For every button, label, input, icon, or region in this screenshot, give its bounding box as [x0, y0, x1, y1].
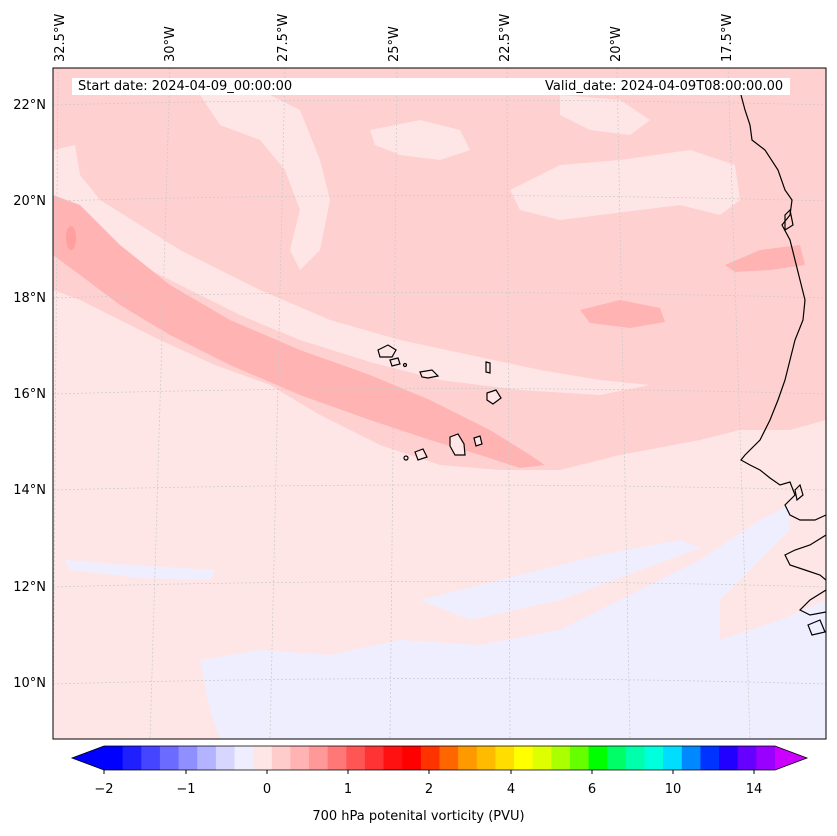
start-date: Start date: 2024-04-09_00:00:00	[72, 78, 328, 95]
colorbar-segment	[364, 746, 385, 770]
pv-contour-pale	[370, 120, 470, 160]
colorbar-label: 700 hPa potenital vorticity (PVU)	[312, 809, 525, 824]
colorbar-segment	[625, 746, 646, 770]
colorbar-segment	[346, 746, 366, 770]
colorbar-tick-label: 14	[745, 782, 763, 797]
pv-contour-strong	[66, 226, 76, 250]
colorbar-tick-label: 6	[587, 782, 597, 797]
lon-label: 30°W	[163, 26, 178, 62]
lat-label: 20°N	[13, 194, 46, 209]
pv-contour-pale	[510, 150, 740, 220]
colorbar-segment	[383, 746, 403, 770]
colorbar-segment	[476, 746, 496, 770]
colorbar-segment	[215, 746, 235, 770]
colorbar-segment	[402, 746, 422, 770]
lat-label: 16°N	[13, 387, 46, 402]
colorbar-segment	[495, 746, 515, 770]
colorbar-segment	[141, 746, 161, 770]
colorbar-segment	[327, 746, 347, 770]
colorbar-tick-label: 2	[424, 782, 434, 797]
colorbar-tick-label: −1	[176, 782, 196, 797]
pv-contour-strong	[53, 195, 545, 468]
colorbar-segment	[104, 746, 124, 770]
coastline	[740, 94, 826, 636]
islands	[377, 344, 502, 461]
colorbar-tick-label: 4	[506, 782, 516, 797]
colorbar-segment	[700, 746, 720, 770]
colorbar-tick-label: 10	[664, 782, 682, 797]
colorbar-segment	[737, 746, 757, 770]
colorbar-segment	[253, 746, 273, 770]
colorbar-segment	[234, 746, 254, 770]
colorbar-segment	[681, 746, 701, 770]
pv-contour-negative	[420, 540, 700, 620]
colorbar-over-extend	[775, 746, 807, 770]
lon-label: 22.5°W	[498, 13, 513, 62]
colorbar-segment	[514, 746, 534, 770]
lat-label: 18°N	[13, 291, 46, 306]
colorbar-tick-label: 1	[343, 782, 353, 797]
pv-contour-strong	[725, 245, 805, 272]
lon-label: 32.5°W	[53, 13, 68, 62]
colorbar-segment	[719, 746, 739, 770]
colorbar-segment	[271, 746, 291, 770]
colorbar-segment	[569, 746, 590, 770]
lat-label: 12°N	[13, 580, 46, 595]
lon-label: 20°W	[609, 26, 624, 62]
colorbar-segment	[178, 746, 198, 770]
colorbar-tick-label: 0	[262, 782, 272, 797]
colorbar-segment	[420, 746, 440, 770]
pv-contour-pale	[560, 95, 650, 135]
colorbar-segment	[551, 746, 571, 770]
colorbar-segment	[309, 746, 329, 770]
pv-contour-pale	[200, 90, 330, 270]
pv-contour-negative	[65, 560, 215, 580]
colorbar-under-extend	[72, 746, 104, 770]
colorbar-segment	[532, 746, 552, 770]
lon-label: 25°W	[387, 26, 402, 62]
colorbar-segment	[122, 746, 142, 770]
colorbar-segment	[644, 746, 664, 770]
colorbar-segment	[439, 746, 459, 770]
lat-label: 22°N	[13, 98, 46, 113]
lon-label: 17.5°W	[720, 13, 735, 62]
colorbar-segment	[756, 746, 776, 770]
colorbar-segment	[663, 746, 683, 770]
lat-label: 10°N	[13, 676, 46, 691]
colorbar-segment	[197, 746, 217, 770]
colorbar-tick-label: −2	[94, 782, 114, 797]
valid-date: Valid_date: 2024-04-09T08:00:00.00	[540, 78, 791, 95]
lon-label: 27.5°W	[276, 13, 291, 62]
colorbar-segment	[588, 746, 608, 770]
colorbar-segment	[290, 746, 310, 770]
date-strip	[322, 78, 540, 95]
colorbar	[70, 745, 809, 774]
colorbar-segment	[159, 746, 180, 770]
colorbar-segment	[607, 746, 627, 770]
pv-contour-pale	[53, 145, 650, 395]
lat-label: 14°N	[13, 483, 46, 498]
colorbar-segment	[458, 746, 478, 770]
pv-contour-strong	[580, 300, 665, 328]
map-frame	[52, 67, 827, 740]
